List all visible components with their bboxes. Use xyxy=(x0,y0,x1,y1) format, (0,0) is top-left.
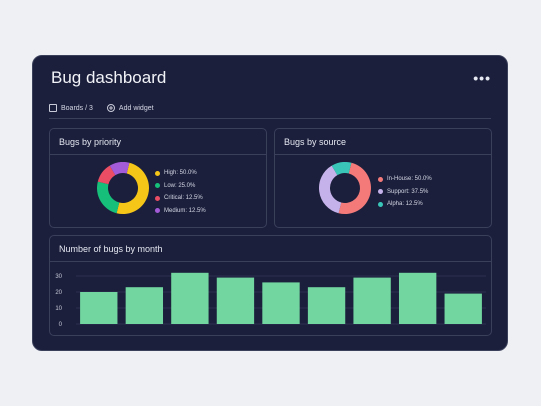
legend-item-medium: Medium: 12.5% xyxy=(155,205,206,218)
legend-label-in-house: In-House: 50.0% xyxy=(387,176,432,182)
monthly-bar-chart: 0 10 20 30 xyxy=(55,272,486,328)
source-panel-divider xyxy=(275,154,491,155)
boards-label: Boards / 3 xyxy=(61,104,93,112)
y-tick-label: 20 xyxy=(55,290,62,296)
monthly-panel-title: Number of bugs by month xyxy=(59,244,163,254)
more-options-icon[interactable]: ••• xyxy=(473,70,491,86)
dashboard-title: Bug dashboard xyxy=(51,68,167,87)
legend-item-in-house: In-House: 50.0% xyxy=(378,173,432,186)
y-tick-label: 0 xyxy=(59,322,63,328)
bar-1 xyxy=(80,292,118,324)
legend-label-support: Support: 37.5% xyxy=(387,188,429,195)
bar-8 xyxy=(398,272,437,324)
monthly-panel-divider xyxy=(50,261,491,262)
priority-donut-chart xyxy=(97,162,149,214)
source-legend: In-House: 50.0% Support: 37.5% Alpha: 12… xyxy=(378,173,432,211)
legend-label-low: Low: 25.0% xyxy=(164,182,196,189)
source-slice-support xyxy=(319,165,342,214)
legend-swatch-in-house xyxy=(378,176,383,182)
priority-legend: High: 50.0% Low: 25.0% Critical: 12.5% M… xyxy=(155,167,206,217)
legend-swatch-high xyxy=(155,170,160,176)
source-donut-chart xyxy=(319,162,371,214)
legend-item-low: Low: 25.0% xyxy=(155,180,206,193)
add-widget-button[interactable]: Add widget xyxy=(106,104,154,112)
toolbar-divider xyxy=(49,118,491,119)
source-panel: Bugs by source In-House: 50.0% Support: … xyxy=(274,128,492,228)
legend-swatch-alpha xyxy=(378,201,383,207)
source-slice-alpha xyxy=(331,162,352,176)
plus-circle-icon xyxy=(106,104,115,112)
legend-item-support: Support: 37.5% xyxy=(378,186,432,199)
legend-swatch-medium xyxy=(155,208,160,214)
bar-4 xyxy=(216,277,255,324)
priority-slice-medium xyxy=(109,162,130,176)
legend-swatch-critical xyxy=(155,195,160,201)
priority-slice-low xyxy=(97,181,120,214)
legend-label-high: High: 50.0% xyxy=(164,170,197,176)
bar-9 xyxy=(444,293,482,324)
board-icon xyxy=(49,104,57,112)
legend-label-alpha: Alpha: 12.5% xyxy=(387,201,423,207)
priority-slice-critical xyxy=(97,165,116,185)
legend-item-high: High: 50.0% xyxy=(155,167,206,180)
priority-panel-title: Bugs by priority xyxy=(59,137,122,147)
monthly-panel: Number of bugs by month 0 10 20 30 xyxy=(49,235,492,336)
toolbar: Boards / 3 Add widget xyxy=(49,101,491,115)
legend-label-medium: Medium: 12.5% xyxy=(164,207,206,214)
y-tick-label: 10 xyxy=(55,306,62,312)
legend-swatch-low xyxy=(155,183,160,189)
bar-6 xyxy=(307,287,346,324)
source-panel-title: Bugs by source xyxy=(284,137,347,147)
legend-swatch-support xyxy=(378,189,383,195)
dashboard-window: Bug dashboard ••• Boards / 3 Add widget … xyxy=(32,55,508,351)
legend-item-critical: Critical: 12.5% xyxy=(155,192,206,205)
y-tick-label: 30 xyxy=(55,274,62,280)
priority-slice-high xyxy=(116,162,149,214)
legend-label-critical: Critical: 12.5% xyxy=(164,195,203,201)
priority-panel: Bugs by priority High: 50.0% Low: 25.0% … xyxy=(49,128,267,228)
priority-panel-divider xyxy=(50,154,266,155)
add-widget-label: Add widget xyxy=(118,104,154,112)
bar-5 xyxy=(262,282,300,324)
source-slice-in-house xyxy=(338,162,371,214)
boards-button[interactable]: Boards / 3 xyxy=(49,104,93,112)
bar-2 xyxy=(125,287,164,324)
bar-7 xyxy=(353,277,391,324)
legend-item-alpha: Alpha: 12.5% xyxy=(378,198,432,211)
bar-3 xyxy=(171,272,209,324)
